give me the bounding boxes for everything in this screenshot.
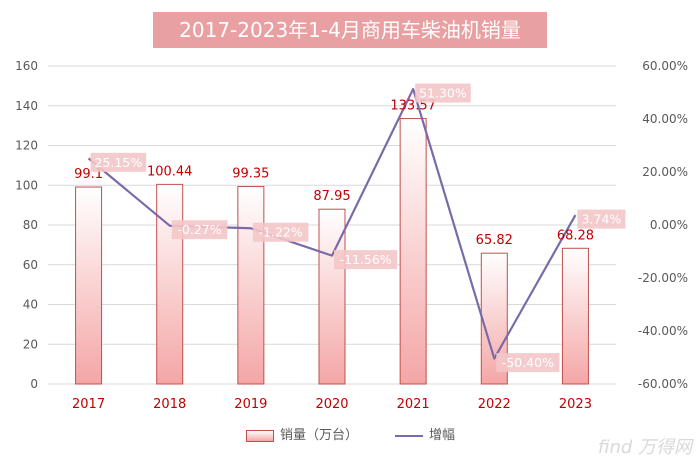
left-tick-label: 60 — [23, 258, 38, 272]
left-tick-label: 140 — [15, 99, 38, 113]
legend-bar-label: 销量（万台） — [280, 428, 359, 443]
bar — [561, 247, 589, 385]
right-y-axis: -60.00% -40.00% -20.00% 0.00% 20.00% 40.00% 60… — [638, 59, 688, 391]
bar — [399, 118, 427, 385]
growth-labels: 25.15% -0.27% -1.22% -11.56% 51.30% -50.40% 3.… — [90, 83, 626, 373]
left-tick-label: 20 — [23, 337, 38, 351]
growth-line-series — [87, 87, 577, 360]
bar-value-label: 99.35 — [232, 167, 269, 182]
x-tick-label: 2017 — [72, 397, 105, 412]
growth-label: -50.40% — [502, 355, 554, 370]
growth-label-box — [90, 152, 147, 172]
growth-label-box — [171, 220, 228, 240]
growth-label-box — [252, 222, 309, 242]
growth-label: -11.56% — [340, 252, 392, 267]
left-tick-label: 0 — [30, 377, 38, 391]
growth-label-box — [496, 353, 560, 373]
left-tick-label: 80 — [23, 218, 38, 232]
right-tick-label: 0.00% — [650, 218, 688, 232]
x-tick-label: 2022 — [478, 397, 511, 412]
right-tick-label: 20.00% — [642, 165, 688, 179]
growth-label-box — [415, 83, 471, 103]
growth-label: 25.15% — [95, 155, 143, 170]
bar-value-label: 87.95 — [313, 189, 350, 204]
bar — [156, 183, 184, 385]
left-tick-label: 160 — [15, 59, 38, 73]
bar — [75, 186, 103, 385]
x-tick-label: 2018 — [153, 397, 186, 412]
bar-value-label: 100.44 — [147, 164, 193, 179]
growth-label: -1.22% — [259, 225, 303, 240]
growth-label: 51.30% — [419, 86, 467, 101]
bar — [237, 186, 265, 385]
bar-value-label: 68.28 — [557, 228, 594, 243]
growth-line — [87, 87, 577, 360]
right-tick-label: 40.00% — [642, 112, 688, 126]
left-tick-label: 40 — [23, 298, 38, 312]
right-tick-label: -20.00% — [638, 271, 688, 285]
chart-title-background — [153, 12, 547, 48]
left-y-axis: 0 20 40 60 80 100 120 140 160 — [15, 59, 38, 391]
left-tick-label: 120 — [15, 139, 38, 153]
growth-label: 3.74% — [582, 212, 622, 227]
x-tick-label: 2023 — [559, 397, 592, 412]
watermark-logo: find 万得网 — [597, 437, 692, 458]
bar-value-label: 65.82 — [476, 233, 513, 248]
legend-line-label: 增幅 — [429, 428, 456, 443]
growth-label-box — [334, 250, 398, 270]
legend-bar-swatch — [246, 430, 274, 442]
left-tick-label: 100 — [15, 178, 38, 192]
legend-line-swatch — [395, 435, 423, 437]
x-tick-label: 2021 — [397, 397, 430, 412]
right-tick-label: -40.00% — [638, 324, 688, 338]
x-tick-label: 2019 — [234, 397, 267, 412]
growth-label-box — [577, 209, 626, 229]
x-tick-label: 2020 — [315, 397, 348, 412]
growth-label: -0.27% — [177, 222, 221, 237]
right-tick-label: -60.00% — [638, 377, 688, 391]
chart-title: 2017-2023年1-4月商用车柴油机销量 — [179, 18, 521, 42]
x-axis: 2017 2018 2019 2020 2021 2022 2023 — [72, 397, 592, 412]
right-tick-label: 60.00% — [642, 59, 688, 73]
legend: 销量（万台） 增幅 — [0, 424, 700, 448]
